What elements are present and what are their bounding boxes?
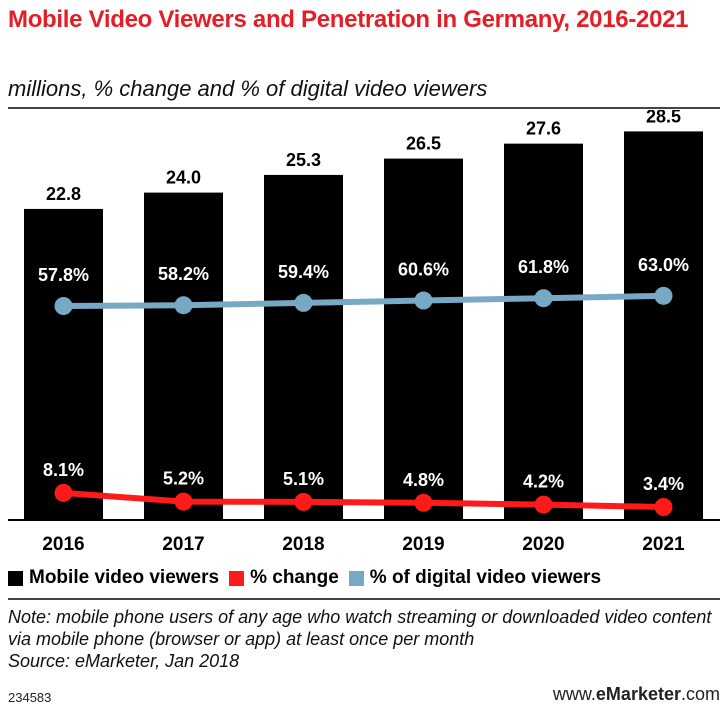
change-label-2020: 4.2% (523, 472, 564, 492)
change-label-2018: 5.1% (283, 469, 324, 489)
legend-label-viewers: Mobile video viewers (29, 567, 220, 588)
bar-label-2016: 22.8 (46, 184, 81, 204)
penetration-label-2016: 57.8% (38, 265, 89, 285)
penetration-label-2018: 59.4% (278, 262, 329, 282)
x-tick-2021: 2021 (642, 534, 685, 555)
penetration-label-2020: 61.8% (518, 257, 569, 277)
penetration-label-2021: 63.0% (638, 255, 689, 275)
penetration-label-2017: 58.2% (158, 264, 209, 284)
bar-label-2019: 26.5 (406, 134, 441, 154)
bar-2017 (144, 192, 223, 519)
change-point-2017 (174, 492, 193, 511)
source-text: Source: eMarketer, Jan 2018 (8, 651, 240, 671)
change-label-2016: 8.1% (43, 460, 84, 480)
penetration-point-2019 (414, 291, 433, 310)
legend-label-penetration: % of digital video viewers (369, 567, 602, 588)
penetration-point-2016 (54, 297, 73, 315)
change-point-2016 (54, 483, 73, 502)
legend-swatch-viewers (8, 570, 23, 586)
change-label-2021: 3.4% (643, 474, 684, 494)
change-point-2019 (414, 493, 433, 512)
change-label-2017: 5.2% (163, 469, 204, 489)
bar-2020 (504, 143, 583, 519)
bar-2019 (384, 158, 463, 519)
legend-item-change: % change (229, 567, 339, 589)
bar-2018 (264, 174, 343, 520)
chart-area: 22.8 24.0 25.3 26.5 27.6 28.5 57.8% 58.2% 59.4% 6… (8, 110, 720, 555)
legend-swatch-penetration (348, 570, 364, 586)
bar-2016 (24, 208, 103, 520)
bar-label-2020: 27.6 (526, 119, 561, 139)
legend-item-penetration: % of digital video viewers (348, 567, 602, 589)
x-tick-2016: 2016 (42, 534, 84, 555)
chart-title: Mobile Video Viewers and Penetration in … (8, 6, 689, 33)
bottom-divider (8, 598, 720, 600)
x-tick-2017: 2017 (162, 534, 204, 555)
legend: Mobile video viewers % change % of digit… (8, 566, 611, 590)
brand-link[interactable]: www.eMarketer.com (552, 684, 720, 704)
change-point-2020 (534, 495, 553, 514)
bar-label-2017: 24.0 (166, 168, 201, 188)
penetration-label-2019: 60.6% (398, 260, 449, 280)
change-point-2018 (294, 492, 313, 511)
bar-label-2021: 28.5 (646, 110, 681, 126)
x-tick-2019: 2019 (402, 534, 444, 555)
penetration-point-2020 (534, 289, 553, 308)
change-point-2021 (654, 498, 673, 516)
chart-subtitle: millions, % change and % of digital vide… (8, 76, 488, 101)
legend-swatch-change (229, 570, 245, 586)
note-text: Note: mobile phone users of any age who … (8, 607, 712, 649)
top-divider (8, 107, 720, 109)
change-line (63, 489, 664, 510)
bar-2021 (624, 131, 703, 519)
legend-item-viewers: Mobile video viewers (8, 567, 219, 589)
penetration-line (63, 292, 664, 309)
penetration-point-2018 (294, 293, 313, 312)
x-tick-2020: 2020 (522, 534, 564, 555)
penetration-point-2017 (174, 296, 193, 315)
x-tick-2018: 2018 (282, 534, 324, 555)
bar-label-2018: 25.3 (286, 150, 321, 170)
footnote: Note: mobile phone users of any age who … (8, 606, 720, 672)
penetration-point-2021 (654, 286, 673, 305)
legend-label-change: % change (250, 567, 339, 588)
change-label-2019: 4.8% (403, 470, 444, 490)
chart-id: 234583 (8, 690, 52, 705)
